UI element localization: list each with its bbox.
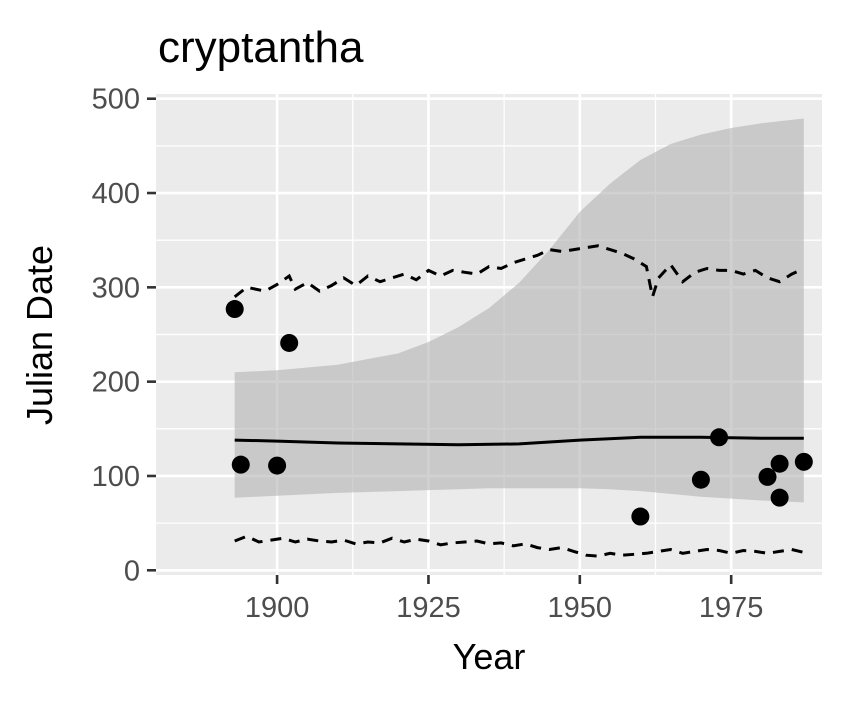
x-axis-title: Year	[453, 636, 526, 677]
upper-dashed-line	[233, 244, 805, 303]
x-tick-label: 1975	[699, 592, 764, 624]
data-point	[710, 428, 729, 447]
data-point	[770, 488, 789, 507]
data-point	[691, 470, 710, 489]
confidence-band-layer	[234, 118, 804, 503]
x-tick-label: 1900	[245, 592, 310, 624]
x-axis: 1900 1925 1950 1975	[245, 575, 764, 624]
data-point	[794, 452, 813, 471]
data-point	[268, 456, 287, 475]
chart-title: cryptantha	[158, 23, 364, 72]
data-point	[758, 467, 777, 486]
y-tick-label: 100	[92, 461, 140, 493]
y-tick-label: 300	[92, 272, 140, 304]
confidence-band	[234, 118, 804, 503]
data-point	[231, 455, 250, 474]
y-tick-label: 0	[124, 555, 140, 587]
data-point	[631, 507, 650, 526]
data-point	[225, 300, 244, 319]
x-tick-label: 1925	[396, 592, 461, 624]
data-point	[280, 333, 299, 352]
points-layer	[225, 300, 813, 526]
lower-dashed-line	[234, 534, 805, 558]
y-tick-label: 500	[92, 84, 140, 116]
y-axis-title: Julian Date	[19, 245, 60, 425]
data-point	[770, 454, 789, 473]
x-tick-label: 1950	[548, 592, 613, 624]
y-axis: 0 100 200 300 400 500	[92, 84, 156, 587]
y-tick-label: 200	[92, 367, 140, 399]
y-tick-label: 400	[92, 178, 140, 210]
